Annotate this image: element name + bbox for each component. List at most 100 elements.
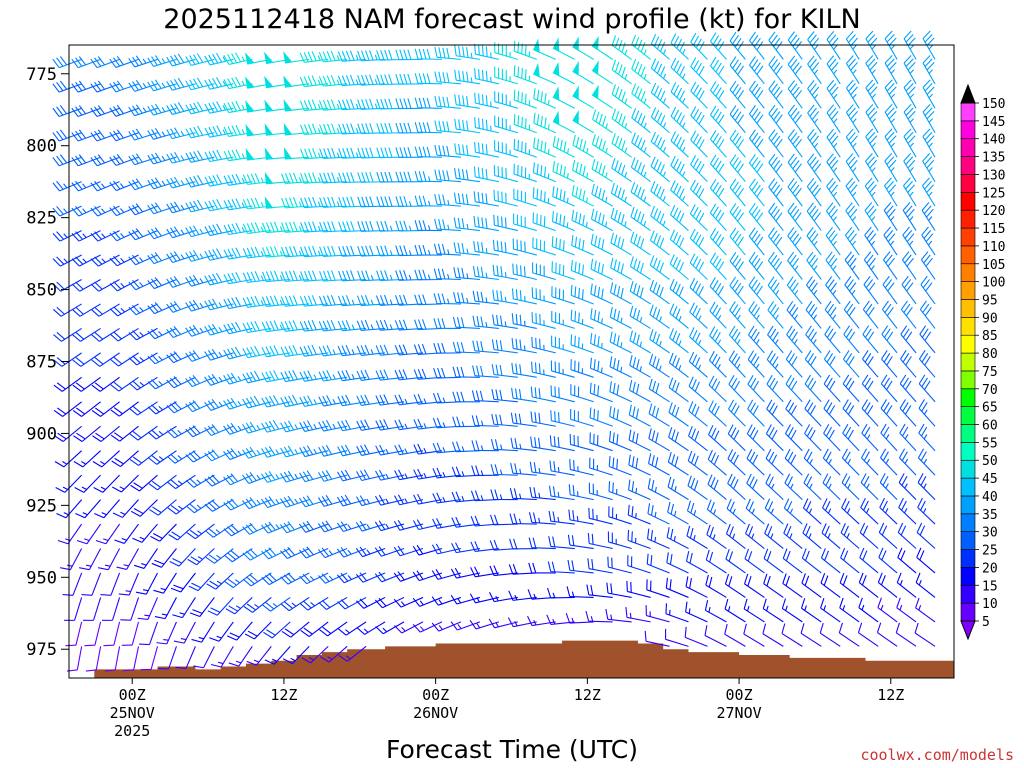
barb-feather [299, 447, 306, 457]
wind-barb [610, 182, 632, 207]
barb-feather [300, 197, 305, 208]
barb-feather [340, 599, 349, 608]
barb-feather [456, 317, 461, 328]
wind-barb [710, 32, 727, 60]
barb-feather [743, 598, 748, 610]
barb-feather [629, 379, 633, 391]
barb-feather [627, 504, 630, 516]
barb-feather [734, 331, 741, 342]
barb-feather [673, 84, 680, 95]
barb-feather [513, 488, 518, 499]
barb-feather [737, 236, 744, 247]
wind-barb [708, 400, 727, 427]
wind-barb [223, 548, 253, 563]
barb-feather [767, 325, 774, 336]
wind-barb [318, 445, 348, 457]
wind-barb [223, 321, 253, 335]
barb-feather [311, 319, 317, 330]
barb-feather [185, 302, 192, 312]
wind-barb [317, 495, 348, 507]
barb-feather [205, 556, 215, 564]
wind-barb [724, 573, 746, 598]
barb-pennant [552, 110, 560, 126]
barb-feather [477, 241, 480, 253]
wind-barb [71, 230, 101, 242]
wind-barb [667, 451, 689, 476]
wind-barb [710, 105, 727, 134]
barb-half-feather [504, 272, 507, 278]
wind-barb [591, 158, 613, 183]
wind-barb [569, 434, 594, 452]
barb-feather [402, 319, 408, 330]
barb-feather [574, 311, 577, 322]
barb-feather [519, 364, 522, 375]
wind-barb [550, 385, 575, 403]
barb-feather [462, 144, 465, 155]
barb-feather [311, 123, 317, 134]
barb-feather [216, 101, 223, 112]
barb-feather [695, 258, 702, 269]
barb-feather [154, 202, 162, 212]
wind-barb [434, 218, 461, 232]
barb-feather [303, 295, 309, 306]
barb-feather [346, 245, 351, 257]
barb-feather [283, 574, 292, 583]
barb-feather [317, 497, 325, 507]
barb-half-feather [427, 274, 431, 280]
barb-feather [710, 452, 717, 463]
barb-shaft [493, 373, 518, 378]
barb-feather [767, 276, 775, 286]
barb-feather [341, 51, 347, 62]
barb-feather [540, 91, 543, 102]
barb-feather [56, 357, 66, 365]
barb-feather [477, 142, 480, 154]
barb-feather [591, 158, 596, 170]
barb-feather [422, 146, 427, 158]
barb-feather [74, 487, 85, 493]
wind-barb [431, 596, 462, 606]
wind-barb [590, 283, 613, 305]
barb-feather [375, 445, 381, 456]
barb-half-feather [260, 226, 264, 232]
barb-feather [634, 61, 640, 72]
barb-feather [292, 369, 298, 380]
wind-barb [748, 202, 765, 231]
barb-feather [446, 72, 450, 83]
barb-feather [517, 91, 520, 102]
barb-feather [655, 309, 661, 320]
barb-feather [52, 132, 60, 142]
barb-feather [763, 548, 769, 559]
wind-barb [434, 46, 461, 60]
barb-feather [763, 573, 768, 584]
barb-half-feather [480, 420, 484, 426]
wind-barb [261, 445, 291, 458]
barb-feather [633, 233, 638, 245]
barb-feather [414, 195, 419, 206]
barb-feather [300, 271, 305, 282]
barb-feather [109, 107, 117, 117]
barb-feather [284, 271, 290, 282]
barb-half-feather [199, 278, 204, 284]
barb-feather [361, 147, 366, 158]
barb-feather [394, 320, 400, 331]
barb-feather [173, 251, 181, 261]
barb-feather [491, 389, 495, 400]
barb-feather [773, 86, 781, 96]
barb-feather [524, 44, 527, 56]
barb-feather [93, 487, 104, 493]
barb-feather [472, 265, 476, 277]
barb-feather [670, 503, 675, 515]
wind-barb [300, 172, 329, 184]
barb-feather [71, 58, 79, 68]
barb-feather [109, 207, 117, 217]
barb-feather [188, 401, 197, 411]
barb-feather [792, 111, 800, 121]
barb-half-feather [163, 639, 169, 641]
wind-barb [90, 105, 120, 118]
barb-feather [789, 230, 797, 240]
barb-feather [756, 163, 764, 173]
barb-feather [621, 115, 626, 126]
barb-feather [532, 162, 535, 173]
barb-feather [692, 182, 699, 193]
barb-feather [418, 97, 423, 109]
